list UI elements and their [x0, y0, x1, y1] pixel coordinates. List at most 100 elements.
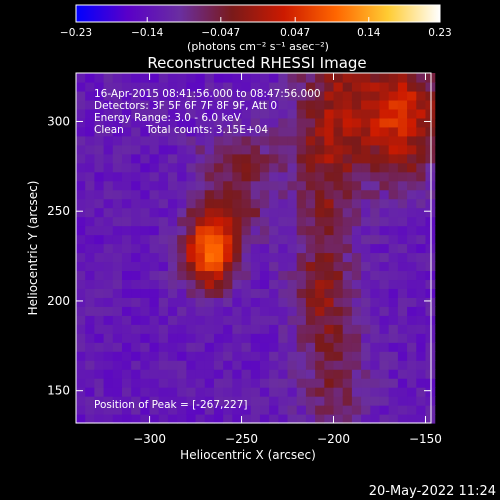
heatmap-cell: [416, 144, 427, 155]
heatmap-cell: [397, 414, 408, 424]
heatmap-cell: [103, 126, 114, 137]
heatmap-cell: [315, 225, 325, 236]
heatmap-cell: [85, 144, 95, 155]
colorbar-tick-label: 0.047: [280, 27, 310, 39]
heatmap-cell: [195, 81, 206, 92]
heatmap-cell: [425, 270, 436, 281]
heatmap-cell: [397, 360, 408, 370]
heatmap-cell: [296, 270, 307, 281]
heatmap-cell: [76, 171, 86, 182]
heatmap-cell: [269, 360, 279, 370]
heatmap-cell: [296, 144, 307, 155]
heatmap-cell: [76, 270, 86, 281]
heatmap-cell: [361, 405, 371, 415]
heatmap-cell: [204, 315, 215, 325]
heatmap-cell: [379, 117, 390, 128]
heatmap-cell: [140, 342, 151, 352]
heatmap-cell: [351, 189, 362, 200]
heatmap-cell: [177, 288, 187, 298]
heatmap-cell: [94, 171, 105, 182]
heatmap-cell: [112, 378, 123, 388]
heatmap-cell: [416, 135, 427, 146]
heatmap-cell: [278, 108, 289, 119]
heatmap-cell: [361, 396, 371, 406]
heatmap-image: [76, 73, 436, 424]
heatmap-cell: [232, 198, 243, 209]
heatmap-cell: [296, 324, 307, 334]
heatmap-cell: [250, 360, 261, 370]
heatmap-cell: [121, 90, 132, 101]
heatmap-cell: [269, 117, 279, 128]
heatmap-cell: [186, 396, 197, 406]
heatmap-cell: [232, 243, 243, 254]
heatmap-cell: [370, 81, 381, 92]
heatmap-cell: [407, 270, 417, 281]
heatmap-cell: [407, 73, 417, 83]
heatmap-cell: [296, 315, 307, 325]
heatmap-cell: [379, 153, 390, 164]
heatmap-cell: [287, 288, 298, 298]
heatmap-cell: [85, 333, 95, 343]
heatmap-cell: [195, 162, 206, 173]
heatmap-cell: [223, 261, 233, 272]
heatmap-cell: [195, 360, 206, 370]
heatmap-cell: [379, 234, 390, 245]
heatmap-cell: [315, 288, 325, 298]
heatmap-cell: [250, 333, 261, 343]
heatmap-cell: [416, 369, 427, 379]
heatmap-cell: [269, 171, 279, 182]
heatmap-cell: [361, 351, 371, 361]
heatmap-cell: [213, 387, 224, 397]
heatmap-cell: [269, 252, 279, 263]
heatmap-cell: [351, 288, 362, 298]
heatmap-cell: [361, 279, 371, 289]
heatmap-cell: [388, 117, 399, 128]
heatmap-cell: [112, 279, 123, 289]
heatmap-cell: [195, 297, 206, 307]
heatmap-cell: [407, 252, 417, 263]
heatmap-cell: [103, 297, 114, 307]
heatmap-cell: [103, 225, 114, 236]
heatmap-cell: [232, 73, 243, 83]
heatmap-cell: [407, 279, 417, 289]
heatmap-cell: [223, 90, 233, 101]
heatmap-cell: [76, 342, 86, 352]
heatmap-cell: [76, 387, 86, 397]
heatmap-cell: [103, 414, 114, 424]
heatmap-cell: [342, 360, 353, 370]
heatmap-cell: [379, 135, 390, 146]
heatmap-cell: [397, 216, 408, 227]
heatmap-cell: [259, 270, 270, 281]
plot-frame: [75, 72, 432, 424]
heatmap-cell: [186, 171, 197, 182]
heatmap-cell: [425, 396, 436, 406]
heatmap-cell: [351, 333, 362, 343]
heatmap-cell: [112, 225, 123, 236]
heatmap-cell: [351, 405, 362, 415]
heatmap-cell: [103, 99, 114, 110]
heatmap-cell: [278, 414, 289, 424]
heatmap-cell: [121, 369, 132, 379]
heatmap-cell: [195, 261, 206, 272]
heatmap-cell: [416, 207, 427, 218]
heatmap-cell: [103, 207, 114, 218]
heatmap-cell: [361, 387, 371, 397]
heatmap-cell: [112, 99, 123, 110]
heatmap-cell: [407, 387, 417, 397]
heatmap-cell: [315, 405, 325, 415]
heatmap-cell: [287, 252, 298, 263]
heatmap-cell: [425, 99, 436, 110]
heatmap-cell: [149, 324, 160, 334]
heatmap-cell: [223, 288, 233, 298]
heatmap-cell: [94, 189, 105, 200]
y-tick-label: 150: [47, 384, 70, 398]
heatmap-cell: [259, 90, 270, 101]
heatmap-cell: [241, 351, 252, 361]
heatmap-cell: [177, 216, 187, 227]
heatmap-cell: [131, 333, 141, 343]
heatmap-cell: [140, 270, 151, 281]
heatmap-cell: [223, 180, 233, 191]
heatmap-cell: [131, 279, 141, 289]
heatmap-cell: [112, 288, 123, 298]
heatmap-cell: [259, 171, 270, 182]
